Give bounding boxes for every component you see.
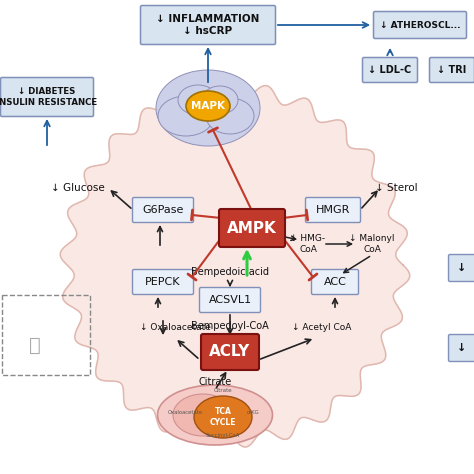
- Text: ↓ Malonyl
CoA: ↓ Malonyl CoA: [349, 234, 395, 254]
- Text: ↓: ↓: [457, 263, 467, 273]
- Text: 🔬: 🔬: [29, 336, 41, 355]
- FancyBboxPatch shape: [311, 270, 358, 294]
- FancyBboxPatch shape: [448, 335, 474, 362]
- Text: α-KG: α-KG: [246, 410, 259, 414]
- Ellipse shape: [206, 98, 254, 134]
- Text: ↓ LDL-C: ↓ LDL-C: [368, 65, 411, 75]
- Text: MAPK: MAPK: [191, 101, 225, 111]
- Ellipse shape: [186, 91, 230, 121]
- Text: ↓: ↓: [457, 343, 467, 353]
- Text: ACSVL1: ACSVL1: [209, 295, 252, 305]
- Text: Bempedoic acid: Bempedoic acid: [191, 267, 269, 277]
- FancyBboxPatch shape: [363, 57, 418, 82]
- Text: Oxaloacetate: Oxaloacetate: [167, 410, 202, 414]
- FancyBboxPatch shape: [201, 334, 259, 370]
- FancyBboxPatch shape: [140, 6, 275, 45]
- FancyBboxPatch shape: [200, 288, 261, 312]
- Ellipse shape: [173, 394, 233, 436]
- FancyBboxPatch shape: [429, 57, 474, 82]
- Text: Citrate: Citrate: [199, 377, 232, 387]
- Ellipse shape: [157, 385, 273, 445]
- FancyBboxPatch shape: [133, 270, 193, 294]
- Text: Bempedoyl-CoA: Bempedoyl-CoA: [191, 321, 269, 331]
- FancyBboxPatch shape: [133, 198, 193, 222]
- Text: ACLY: ACLY: [210, 345, 251, 359]
- Text: G6Pase: G6Pase: [142, 205, 184, 215]
- Ellipse shape: [194, 396, 252, 438]
- Polygon shape: [60, 83, 410, 447]
- Text: ↓ TRI: ↓ TRI: [438, 65, 466, 75]
- FancyBboxPatch shape: [219, 209, 285, 247]
- FancyBboxPatch shape: [448, 255, 474, 282]
- Ellipse shape: [178, 85, 218, 115]
- Text: ↓ HMG-
CoA: ↓ HMG- CoA: [291, 234, 326, 254]
- Text: ↓ DIABETES
INSULIN RESISTANCE: ↓ DIABETES INSULIN RESISTANCE: [0, 87, 98, 107]
- Ellipse shape: [202, 86, 238, 114]
- Text: ↓ Sterol: ↓ Sterol: [375, 183, 418, 193]
- Ellipse shape: [156, 70, 260, 146]
- Text: ↓ Oxaloacetate: ↓ Oxaloacetate: [139, 323, 210, 332]
- Text: ↓ Glucose: ↓ Glucose: [51, 183, 105, 193]
- Text: PEPCK: PEPCK: [145, 277, 181, 287]
- Text: HMGR: HMGR: [316, 205, 350, 215]
- Text: Succinyl-CoA: Succinyl-CoA: [206, 432, 240, 438]
- Bar: [2, 295, 90, 375]
- Text: ↓ INFLAMMATION
↓ hsCRP: ↓ INFLAMMATION ↓ hsCRP: [156, 14, 260, 36]
- Text: AMPK: AMPK: [227, 220, 277, 236]
- Text: ↓ ATHEROSCL...: ↓ ATHEROSCL...: [380, 20, 460, 29]
- FancyBboxPatch shape: [374, 11, 466, 38]
- Text: ACC: ACC: [324, 277, 346, 287]
- FancyBboxPatch shape: [0, 78, 93, 117]
- FancyBboxPatch shape: [306, 198, 361, 222]
- Ellipse shape: [158, 96, 214, 136]
- Text: TCA
CYCLE: TCA CYCLE: [210, 407, 236, 427]
- Text: Citrate: Citrate: [214, 389, 232, 393]
- Text: ↓ Acetyl CoA: ↓ Acetyl CoA: [292, 323, 352, 332]
